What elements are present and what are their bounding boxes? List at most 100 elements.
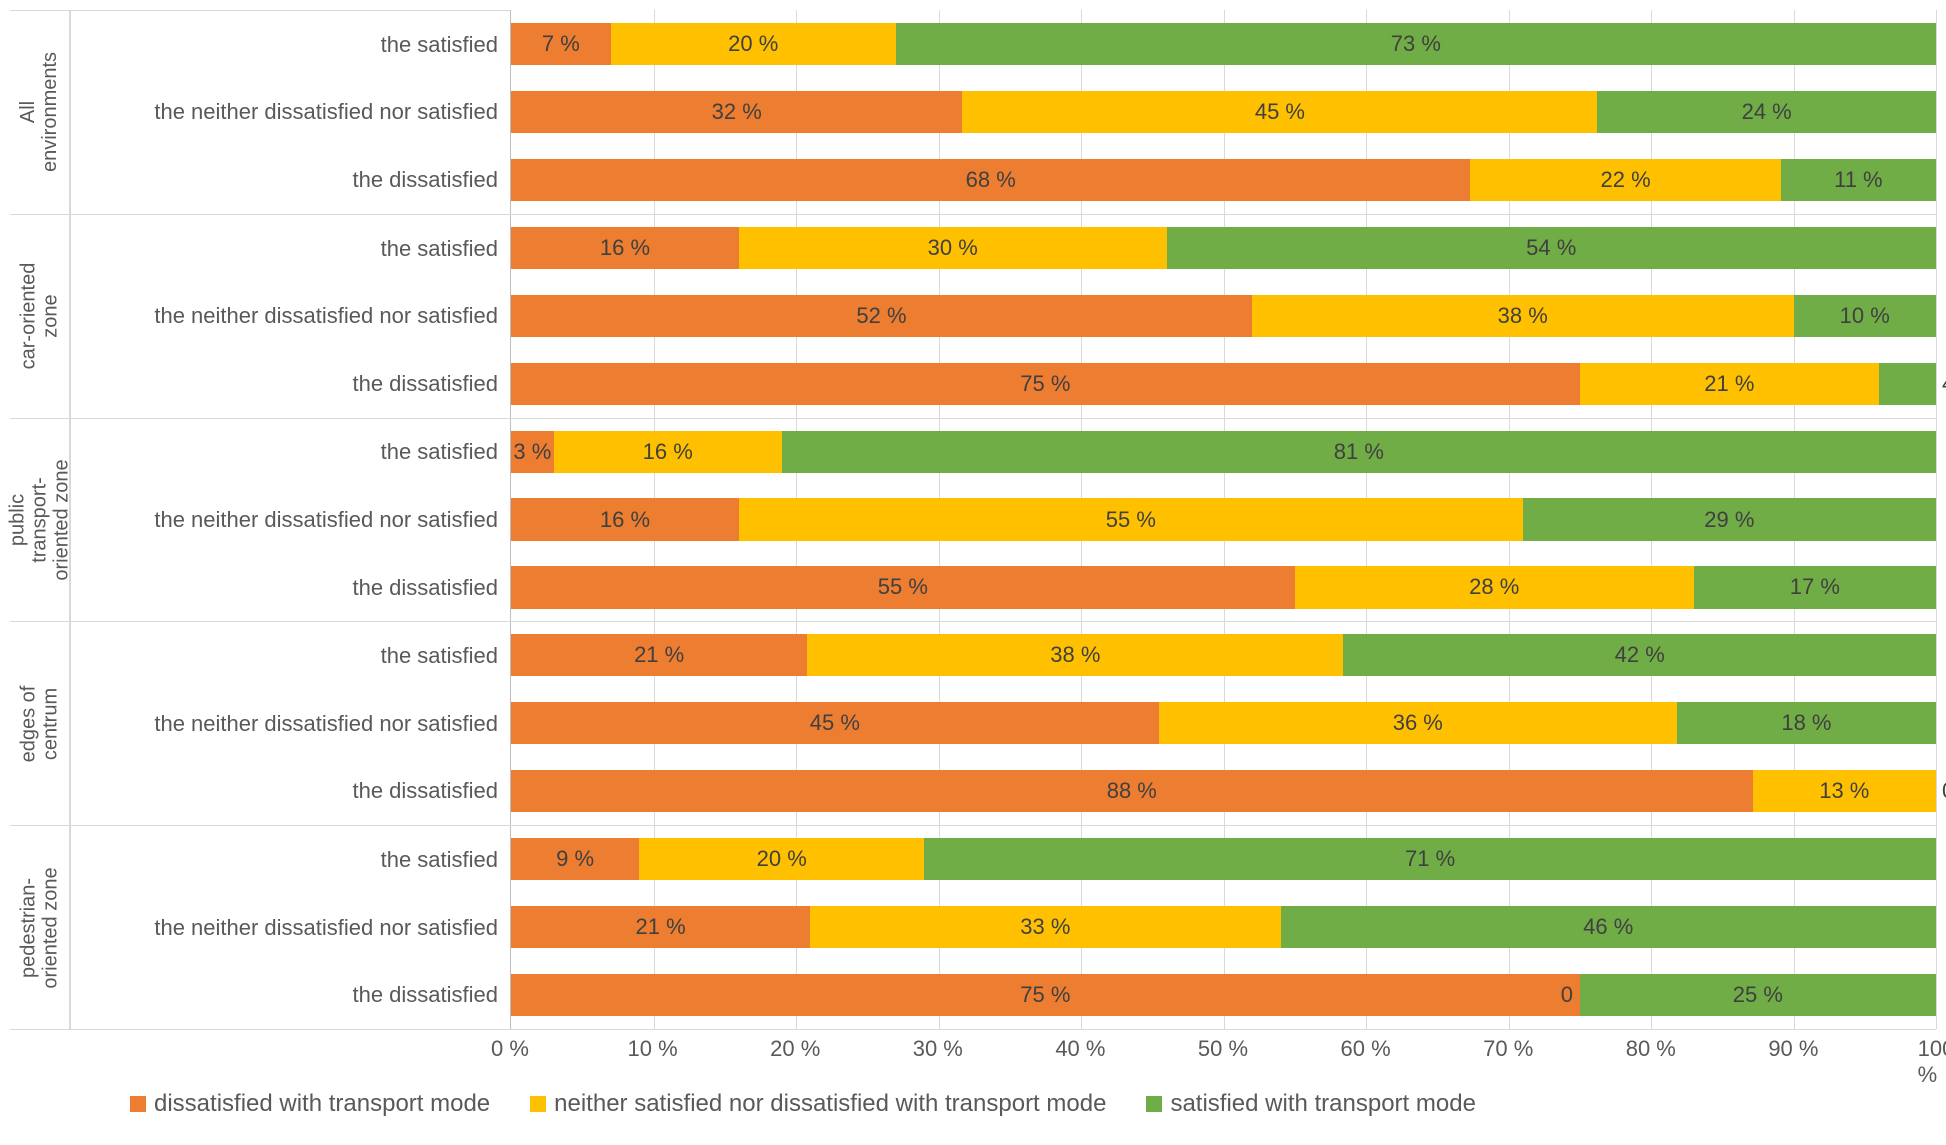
x-tick-label: 40 % — [1055, 1036, 1105, 1062]
bar-segment-sat: 46 % — [1281, 906, 1937, 948]
x-tick-label: 90 % — [1768, 1036, 1818, 1062]
bar-segment-label: 18 % — [1777, 710, 1835, 736]
legend-swatch — [130, 1096, 146, 1112]
bar-segment-label: 73 % — [1387, 31, 1445, 57]
bar-segment-label: 21 % — [630, 642, 688, 668]
bar-segment-label: 16 % — [596, 235, 654, 261]
bar-segment-label: 33 % — [1016, 914, 1074, 940]
bar-segment-sat: 24 % — [1597, 91, 1936, 133]
bar-segment-label: 28 % — [1465, 574, 1523, 600]
stacked-bar: 55 % 28 % 17 % — [511, 566, 1936, 608]
bar-segment-label: 21 % — [1700, 371, 1758, 397]
bar-segment-dissat: 88 % — [511, 770, 1753, 812]
y-group-label: publictransport-oriented zone — [10, 418, 70, 622]
stacked-bar: 32 % 45 % 24 % — [511, 91, 1936, 133]
y-group-label: edges ofcentrum — [10, 621, 70, 825]
y-row-label: the neither dissatisfied nor satisfied — [71, 486, 510, 554]
bar-segment-label: 55 % — [874, 574, 932, 600]
bar-segment-sat: 10 % — [1794, 295, 1937, 337]
stacked-bar: 3 %16 %81 % — [511, 431, 1936, 473]
y-group-label: pedestrian-oriented zone — [10, 825, 70, 1029]
bar-segment-dissat: 21 % — [511, 906, 810, 948]
stacked-bar: 45 % 36 % 18 % — [511, 702, 1936, 744]
bar-row: 32 % 45 % 24 % — [511, 78, 1936, 146]
bar-segment-neither: 22 % — [1470, 159, 1780, 201]
bar-segment-sat: 18 % — [1677, 702, 1936, 744]
bar-segment-label: 20 % — [724, 31, 782, 57]
bar-segment-label: 11 % — [1830, 167, 1887, 193]
bar-segment-label: 13 % — [1815, 778, 1873, 804]
y-row-label: the neither dissatisfied nor satisfied — [71, 282, 510, 350]
bar-row: 45 % 36 % 18 % — [511, 689, 1936, 757]
bar-segment-dissat: 16 % — [511, 498, 739, 540]
gridline — [1936, 10, 1937, 1029]
legend-label: neither satisfied nor dissatisfied with … — [554, 1090, 1106, 1118]
legend-swatch — [530, 1096, 546, 1112]
bar-segment-neither: 33 % — [810, 906, 1280, 948]
bar-segment-neither: 55 % — [739, 498, 1523, 540]
legend-item-neither: neither satisfied nor dissatisfied with … — [530, 1090, 1106, 1118]
y-row-label: the satisfied — [71, 621, 510, 690]
bar-segment-label: 45 % — [1251, 99, 1309, 125]
bar-segment-label: 30 % — [924, 235, 982, 261]
y-row-label: the dissatisfied — [71, 961, 510, 1029]
y-row-label: the satisfied — [71, 10, 510, 79]
bar-segment-label: 75 % — [1016, 982, 1074, 1008]
stacked-bar: 52 %38 %10 % — [511, 295, 1936, 337]
x-tick-label: 10 % — [628, 1036, 678, 1062]
x-tick-label: 60 % — [1341, 1036, 1391, 1062]
x-tick-label: 20 % — [770, 1036, 820, 1062]
y-row-label: the dissatisfied — [71, 554, 510, 622]
stacked-bar: 16 % 30 % 54 % — [511, 227, 1936, 269]
bar-row: 7 % 20 % 73 % — [511, 10, 1936, 78]
stacked-bar: 68 % 22 % 11 % — [511, 159, 1936, 201]
bar-segment-label: 21 % — [632, 914, 690, 940]
plot-area: 7 %20 %73 %32 %45 %24 %68 %22 %11 %16 %3… — [510, 10, 1936, 1029]
bar-segment-sat: 54 % — [1167, 227, 1937, 269]
bar-segment-label: 68 % — [962, 167, 1020, 193]
bar-segment-label: 10 % — [1836, 303, 1894, 329]
bar-segment-neither: 36 % — [1159, 702, 1677, 744]
bar-segment-neither: 16 % — [554, 431, 782, 473]
bar-segment-dissat: 75 % — [511, 974, 1580, 1016]
bar-segment-sat: 17 % — [1694, 566, 1936, 608]
bar-segment-label: 88 % — [1103, 778, 1161, 804]
bar-segment-sat: 73 % — [896, 23, 1936, 65]
x-tick-label: 0 % — [491, 1036, 529, 1062]
bar-segment-dissat: 32 % — [511, 91, 962, 133]
y-row-label: the neither dissatisfied nor satisfied — [71, 690, 510, 758]
y-axis-group-labels: Allenvironmentscar-orientedzonepublictra… — [10, 10, 70, 1029]
x-tick-label: 30 % — [913, 1036, 963, 1062]
bar-row: 55 % 28 % 17 % — [511, 554, 1936, 622]
y-group-label: car-orientedzone — [10, 214, 70, 418]
legend-swatch — [1146, 1096, 1162, 1112]
bar-segment-label: 36 % — [1389, 710, 1447, 736]
bar-row: 88 %13 %0 % — [511, 757, 1936, 825]
y-group-label: Allenvironments — [10, 10, 70, 214]
bar-segment-label: 42 % — [1611, 642, 1669, 668]
bar-row: 68 % 22 % 11 % — [511, 146, 1936, 214]
bar-segment-label: 45 % — [806, 710, 864, 736]
bar-segment-label: 54 % — [1522, 235, 1580, 261]
bar-segment-neither: 20 % — [611, 23, 896, 65]
bar-segment-dissat: 3 % — [511, 431, 554, 473]
bar-segment-label: 22 % — [1597, 167, 1655, 193]
bar-segment-label: 25 % — [1729, 982, 1787, 1008]
bar-segment-label: 0 % — [1936, 778, 1946, 804]
x-axis: 0 %10 %20 %30 %40 %50 %60 %70 %80 %90 %1… — [510, 1030, 1936, 1068]
bar-segment-label: 7 % — [538, 31, 584, 57]
x-tick-label: 100 % — [1918, 1036, 1946, 1088]
bar-segment-label: 20 % — [753, 846, 811, 872]
y-axis-row-labels: the satisfiedthe neither dissatisfied no… — [70, 10, 510, 1029]
stacked-bar: 88 %13 %0 % — [511, 770, 1936, 812]
bar-segment-sat: 71 % — [924, 838, 1936, 880]
bar-segment-sat: 29 % — [1523, 498, 1936, 540]
bar-segment-dissat: 45 % — [511, 702, 1159, 744]
stacked-bar: 16 %55 %29 % — [511, 498, 1936, 540]
y-row-label: the neither dissatisfied nor satisfied — [71, 894, 510, 962]
legend-item-sat: satisfied with transport mode — [1146, 1090, 1475, 1118]
bar-segment-dissat: 16 % — [511, 227, 739, 269]
y-row-label: the dissatisfied — [71, 350, 510, 418]
bar-segment-label: 38 % — [1494, 303, 1552, 329]
bar-segment-neither: 38 % — [1252, 295, 1794, 337]
